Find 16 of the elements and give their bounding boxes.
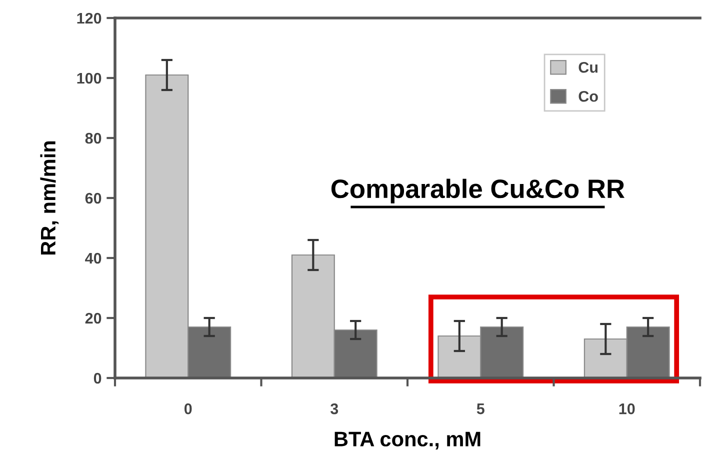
y-tick-label: 60 — [85, 192, 102, 204]
legend-label: Cu — [578, 62, 598, 73]
legend-label: Co — [578, 90, 598, 102]
x-tick-label: 3 — [330, 403, 338, 414]
y-tick-label: 100 — [77, 72, 102, 84]
x-tick-label: 0 — [184, 403, 192, 414]
x-tick-label: 5 — [476, 404, 484, 414]
y-tick-label: 0 — [94, 372, 102, 384]
y-axis-title: RR, nm/min — [40, 141, 59, 254]
y-tick-label: 20 — [85, 312, 102, 324]
x-axis-title: BTA conc., mM — [334, 432, 480, 450]
y-tick-label: 120 — [77, 12, 102, 24]
y-tick-label: 80 — [85, 132, 102, 144]
annotation: Comparable Cu&Co RR — [331, 178, 625, 204]
x-tick-label: 10 — [619, 403, 635, 414]
y-tick-label: 40 — [85, 252, 102, 264]
